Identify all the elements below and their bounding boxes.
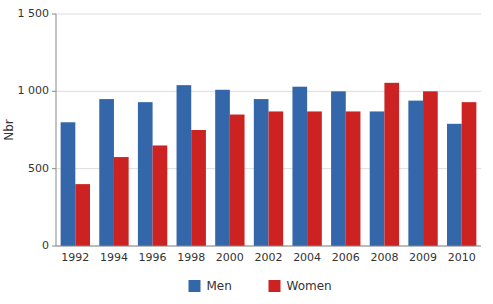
y-tick — [52, 246, 56, 247]
bar — [114, 157, 129, 246]
bar — [269, 111, 284, 246]
bar — [177, 85, 192, 246]
grid — [56, 14, 481, 246]
bar — [462, 102, 477, 246]
y-tick — [52, 14, 56, 15]
bar — [153, 145, 168, 246]
x-tick-label: 1992 — [61, 251, 89, 264]
y-tick — [52, 168, 56, 169]
bar — [254, 99, 269, 246]
x-axis: 1992 1994 1996 1998 2000 2002 2004 2006 2008 2009… — [61, 251, 475, 264]
chart-svg: 0 500 1 000 1 500 Nbr 1992 1994 1996 1998 2000 200… — [0, 0, 493, 304]
legend-swatch — [269, 280, 281, 292]
x-tick-label: 2004 — [293, 251, 321, 264]
grid-line — [56, 14, 481, 15]
legend-label: Men — [207, 279, 232, 293]
x-tick-label: 2009 — [409, 251, 437, 264]
bar — [447, 124, 462, 246]
bar — [215, 90, 230, 246]
y-tick-label: 1 000 — [18, 84, 50, 97]
bar — [346, 111, 361, 246]
bar — [61, 122, 76, 246]
bar — [408, 101, 423, 246]
x-tick-label: 2006 — [332, 251, 360, 264]
bars — [61, 83, 477, 246]
legend-label: Women — [287, 279, 332, 293]
y-tick-label: 500 — [28, 162, 49, 175]
chart-container: 0 500 1 000 1 500 Nbr 1992 1994 1996 1998 2000 200… — [0, 0, 493, 304]
y-tick — [52, 91, 56, 92]
legend: Men Women — [189, 279, 332, 293]
bar — [307, 111, 322, 246]
bar — [191, 130, 206, 246]
bar — [75, 184, 90, 246]
x-tick-label: 2000 — [216, 251, 244, 264]
bar — [331, 91, 346, 246]
grid-line — [56, 246, 481, 247]
bar — [384, 83, 399, 246]
x-tick-label: 2008 — [370, 251, 398, 264]
y-axis-line — [56, 14, 57, 246]
legend-swatch — [189, 280, 201, 292]
y-axis-label: Nbr — [2, 119, 16, 141]
grid-line — [56, 91, 481, 92]
x-tick-label: 1996 — [139, 251, 167, 264]
bar — [423, 91, 438, 246]
y-axis: 0 500 1 000 1 500 — [18, 7, 57, 252]
bar — [292, 87, 307, 246]
x-axis-line — [56, 246, 481, 247]
bar — [370, 111, 385, 246]
y-tick-label: 0 — [42, 239, 49, 252]
x-tick-label: 2010 — [448, 251, 476, 264]
bar — [230, 115, 245, 246]
bar — [138, 102, 153, 246]
y-tick-label: 1 500 — [18, 7, 50, 20]
bar — [99, 99, 114, 246]
x-tick-label: 1994 — [100, 251, 128, 264]
x-tick-label: 2002 — [255, 251, 283, 264]
x-tick-label: 1998 — [177, 251, 205, 264]
